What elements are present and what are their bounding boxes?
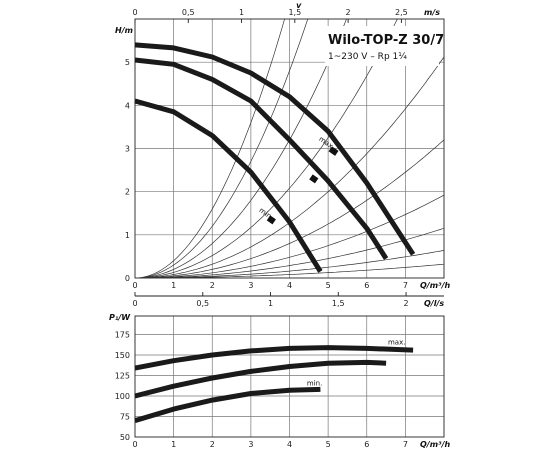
top-axis-label: v — [296, 1, 302, 10]
x-tick-label: 2 — [210, 440, 215, 449]
x-tick-label: 6 — [364, 440, 369, 449]
x-tick-label: 6 — [364, 281, 369, 290]
top-tick-label: 1 — [268, 299, 273, 308]
x-tick-label: 4 — [287, 440, 292, 449]
y-tick-label: 4 — [125, 101, 130, 110]
head-curve-2 — [134, 57, 389, 260]
top-tick-label: 2 — [404, 299, 409, 308]
head-curve-1 — [134, 42, 416, 256]
curve-marker — [309, 174, 319, 184]
x-tick-label: 7 — [403, 281, 408, 290]
x-tick-label: 5 — [326, 281, 331, 290]
curve-marker — [328, 146, 339, 156]
system-curve — [135, 19, 285, 278]
x-tick-label: 4 — [287, 281, 292, 290]
x-axis-label: Q/m³/h — [420, 440, 450, 449]
power-curve-3 — [134, 386, 321, 423]
curve-marker — [266, 215, 276, 225]
x-tick-label: 7 — [403, 440, 408, 449]
top-tick-label: 0 — [132, 299, 137, 308]
y-tick-label: 75 — [120, 413, 130, 422]
y-tick-label: 5 — [125, 58, 130, 67]
y-tick-label: 125 — [115, 372, 130, 381]
y-axis-label: P₁/W — [109, 313, 131, 322]
top-tick-label: 1 — [239, 8, 244, 17]
x-tick-label: 0 — [132, 281, 137, 290]
y-tick-label: 50 — [120, 433, 130, 442]
system-curve — [135, 263, 444, 278]
x-tick-label: 3 — [248, 440, 253, 449]
x-tick-label: 1 — [171, 440, 176, 449]
top-tick-label: 2,5 — [395, 8, 408, 17]
chart-title: Wilo-TOP-Z 30/7 — [328, 33, 444, 48]
annotation-max: max. — [388, 338, 405, 346]
top-axis-unit: Q/l/s — [424, 299, 444, 308]
annotation-min: min. — [307, 379, 322, 387]
top-tick-label: 2 — [346, 8, 351, 17]
top-tick-label: 0 — [132, 8, 137, 17]
top-tick-label: 1,5 — [288, 8, 301, 17]
y-tick-label: 150 — [115, 351, 130, 360]
y-tick-label: 2 — [125, 188, 130, 197]
top-tick-label: 0,5 — [196, 299, 209, 308]
y-tick-label: 100 — [115, 392, 130, 401]
system-curve — [135, 227, 444, 278]
plot-frame — [134, 18, 445, 279]
x-tick-label: 5 — [326, 440, 331, 449]
x-tick-label: 2 — [210, 281, 215, 290]
x-tick-label: 0 — [132, 440, 137, 449]
y-axis-label: H/m — [115, 26, 133, 35]
top-axis-unit: m/s — [424, 8, 440, 17]
top-tick-label: 0,5 — [182, 8, 195, 17]
title-box — [325, 26, 439, 66]
power-curve-1 — [134, 345, 414, 371]
x-axis-label: Q/m³/h — [420, 281, 450, 290]
y-tick-label: 175 — [115, 331, 130, 340]
head-curve-3 — [134, 98, 323, 273]
y-tick-label: 3 — [125, 145, 130, 154]
x-tick-label: 3 — [248, 281, 253, 290]
power-chart: max. min. 0 1 2 3 4 5 6 7 Q/m³/h 50 75 100 125 150 175 P₁… — [109, 292, 450, 449]
x-tick-label: 1 — [171, 281, 176, 290]
chart-subtitle: 1~230 V – Rp 1¼ — [328, 52, 407, 62]
system-curve — [135, 19, 309, 278]
top-tick-label: 1,5 — [332, 299, 345, 308]
plot-frame — [134, 315, 445, 438]
power-curve-2 — [134, 359, 387, 399]
y-tick-label: 1 — [125, 231, 130, 240]
y-tick-label: 0 — [125, 274, 130, 283]
system-curve — [135, 139, 444, 278]
